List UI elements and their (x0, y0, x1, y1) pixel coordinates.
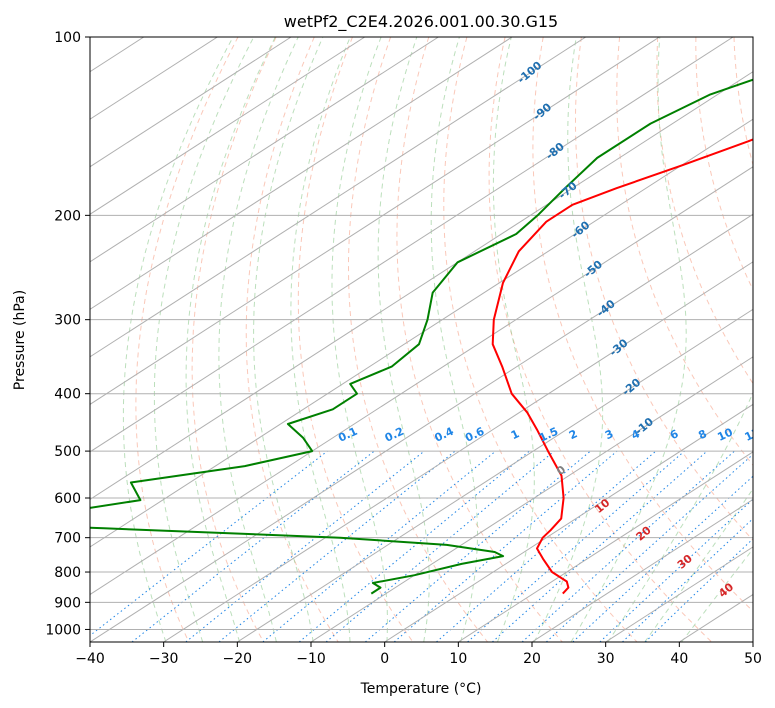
mixing-ratio-line (364, 450, 591, 642)
moist-adiabat-line (377, 37, 430, 642)
mixing-ratio-line (325, 450, 555, 642)
y-tick-label: 500 (54, 444, 81, 460)
moist-adiabat-line (430, 37, 478, 642)
y-tick-label: 200 (54, 208, 81, 224)
moist-adiabat-line (607, 391, 753, 642)
dry-adiabat-line (575, 37, 753, 542)
dry-adiabat-line (733, 37, 753, 167)
x-tick-label: −40 (75, 651, 105, 667)
dry-adiabat-line (656, 37, 753, 385)
y-tick-label: 300 (54, 313, 81, 329)
x-axis-title: Temperature (°C) (360, 681, 482, 697)
isotherm-line (90, 37, 734, 453)
moist-adiabat-line (533, 37, 604, 642)
dry-adiabats (135, 37, 753, 642)
dry-adiabat-line (616, 37, 753, 467)
dry-adiabat-line (135, 37, 239, 642)
dewpoint-line (90, 78, 753, 595)
isotherm-line (90, 166, 753, 596)
y-tick-label: 1000 (45, 622, 81, 638)
dry-adiabat-line (695, 37, 753, 291)
x-tick-label: −30 (149, 651, 179, 667)
isotherm-line (90, 213, 753, 642)
mixing-ratio-line (393, 450, 618, 642)
temperature-line (491, 138, 753, 595)
isotherm-line (90, 37, 513, 310)
chart-title: wetPf2_C2E4.2026.001.00.30.G15 (284, 12, 558, 32)
mixing-ratio-label: 13 (743, 426, 762, 444)
isotherm-line (90, 37, 660, 405)
isotherm-line (163, 261, 753, 642)
x-tick-label: 50 (744, 651, 762, 667)
dry-adiabat-line (191, 37, 277, 642)
x-tick-label: −20 (223, 651, 253, 667)
y-tick-label: 900 (54, 595, 81, 611)
dry-adiabat-line (532, 37, 753, 612)
x-tick-label: 20 (523, 651, 541, 667)
mixing-ratio-line (218, 450, 456, 642)
isotherm-line (90, 118, 753, 548)
x-tick-label: 0 (380, 651, 389, 667)
y-tick-label: 700 (54, 531, 81, 547)
plot-area: -100-90-80-70-60-50-40-30-20-10 0.1 0.2 0.… (90, 37, 762, 642)
moist-adiabat-line (331, 37, 388, 642)
y-tick-label: 600 (54, 491, 81, 507)
isotherm-line (458, 451, 753, 642)
mixing-ratio-line (298, 450, 530, 642)
x-axis: −40 −30 −20 −10 0 10 20 30 40 50 (75, 642, 762, 667)
pressure-gridlines (90, 37, 753, 630)
isotherm-line (531, 498, 753, 642)
mixing-ratio-line (90, 450, 328, 637)
mixing-ratio-label: 10 (715, 425, 735, 443)
plot-frame (89, 36, 754, 643)
x-tick-label: 40 (670, 651, 688, 667)
dry-adiabat-line (443, 37, 638, 642)
y-tick-label: 800 (54, 565, 81, 581)
isotherm-line (90, 37, 292, 168)
mixing-ratio-line (622, 517, 753, 642)
y-tick-label: 400 (54, 387, 81, 403)
mixing-ratio-line (467, 450, 685, 642)
y-tick-label: 100 (54, 30, 81, 46)
dry-adiabat-line (396, 37, 563, 642)
dry-adiabat-line (297, 37, 414, 642)
y-axis-title: Pressure (hPa) (12, 290, 28, 390)
moist-adiabat-line (570, 37, 687, 642)
mixing-ratio-line (185, 450, 425, 642)
profile-series (90, 78, 753, 595)
isotherm-line (90, 37, 439, 263)
x-tick-label: −10 (296, 651, 326, 667)
isotherm-line (310, 356, 753, 642)
isotherm-line (90, 71, 753, 501)
x-tick-label: 10 (449, 651, 467, 667)
mixing-ratio-line (491, 450, 708, 642)
x-tick-label: 30 (597, 651, 615, 667)
dry-adiabat-line (348, 37, 488, 642)
isotherm-line (90, 37, 366, 215)
y-axis: 100 200 300 400 500 600 700 800 900 1000 (45, 30, 90, 638)
isotherm-line (90, 37, 587, 358)
